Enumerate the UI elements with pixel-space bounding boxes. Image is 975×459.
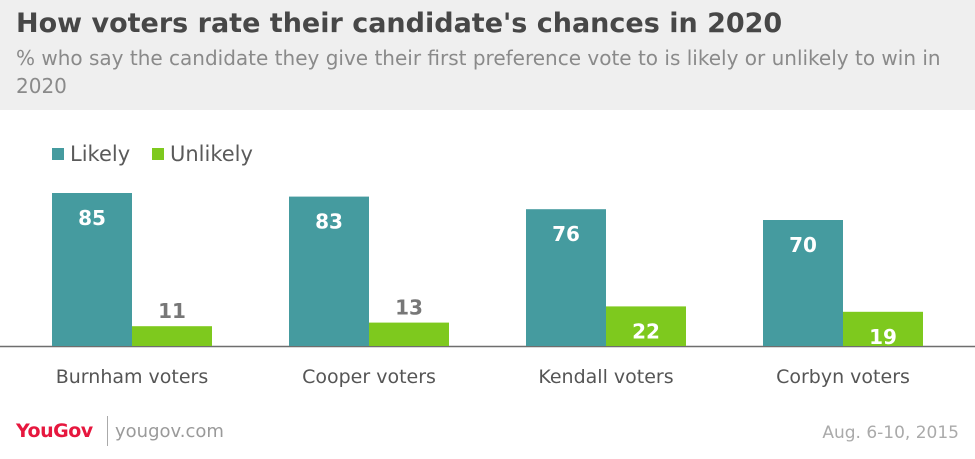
data-label-likely: 85 — [78, 206, 106, 230]
bar-likely — [289, 196, 369, 346]
legend-label-unlikely: Unlikely — [170, 142, 253, 166]
footer-site-link[interactable]: yougov.com — [115, 421, 224, 442]
legend-label-likely: Likely — [70, 142, 131, 166]
legend-swatch-unlikely — [152, 148, 164, 160]
bar-chart: 85 11 Burnham voters 83 13 Cooper voters 76 22 K… — [0, 193, 975, 388]
chart-header: How voters rate their candidate's chance… — [0, 0, 975, 110]
data-label-likely: 76 — [552, 222, 580, 246]
data-label-unlikely: 22 — [632, 319, 660, 343]
bar-unlikely — [606, 306, 686, 346]
data-label-unlikely: 13 — [395, 296, 423, 320]
chart-subtitle: % who say the candidate they give their … — [16, 46, 941, 98]
bar-unlikely — [369, 322, 449, 346]
data-label-likely: 70 — [789, 233, 817, 257]
bar-unlikely — [843, 311, 923, 346]
category-label: Cooper voters — [302, 366, 436, 388]
bar-likely — [52, 193, 132, 346]
data-label-unlikely: 19 — [869, 325, 897, 349]
data-label-likely: 83 — [315, 210, 343, 234]
category-label: Burnham voters — [56, 366, 209, 388]
bar-likely — [526, 209, 606, 346]
footer-date: Aug. 6-10, 2015 — [822, 423, 959, 443]
data-label-unlikely: 11 — [158, 299, 186, 323]
chart-title: How voters rate their candidate's chance… — [16, 8, 783, 39]
category-label: Corbyn voters — [776, 366, 910, 388]
yougov-logo: YouGov — [16, 420, 93, 442]
legend-swatch-likely — [52, 148, 64, 160]
footer-divider — [107, 416, 108, 446]
bar-unlikely — [132, 326, 212, 346]
category-label: Kendall voters — [538, 366, 673, 388]
bar-likely — [763, 220, 843, 346]
